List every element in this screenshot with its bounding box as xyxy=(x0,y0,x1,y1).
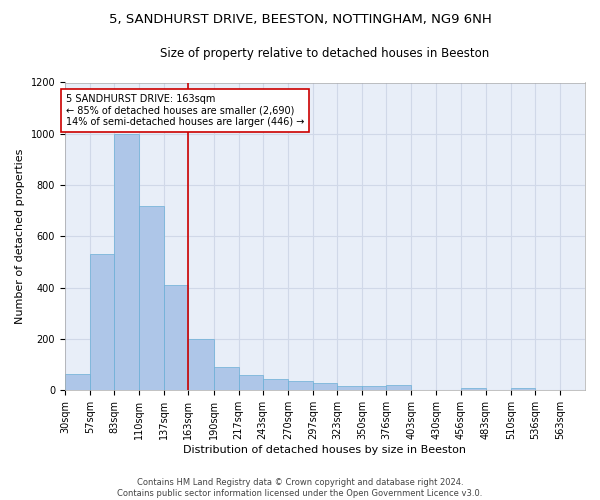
Bar xyxy=(337,386,362,390)
Bar xyxy=(65,374,90,390)
Bar xyxy=(461,388,485,390)
Text: 5, SANDHURST DRIVE, BEESTON, NOTTINGHAM, NG9 6NH: 5, SANDHURST DRIVE, BEESTON, NOTTINGHAM,… xyxy=(109,12,491,26)
Bar xyxy=(386,385,412,390)
Bar xyxy=(188,339,214,390)
Bar xyxy=(362,386,386,390)
Bar xyxy=(288,382,313,390)
X-axis label: Distribution of detached houses by size in Beeston: Distribution of detached houses by size … xyxy=(184,445,466,455)
Title: Size of property relative to detached houses in Beeston: Size of property relative to detached ho… xyxy=(160,48,490,60)
Bar xyxy=(114,134,139,390)
Bar xyxy=(239,375,263,390)
Bar xyxy=(139,206,164,390)
Bar xyxy=(313,382,337,390)
Text: 5 SANDHURST DRIVE: 163sqm
← 85% of detached houses are smaller (2,690)
14% of se: 5 SANDHURST DRIVE: 163sqm ← 85% of detac… xyxy=(66,94,304,127)
Bar xyxy=(164,285,188,391)
Bar xyxy=(511,388,535,390)
Bar xyxy=(214,368,239,390)
Bar xyxy=(90,254,114,390)
Y-axis label: Number of detached properties: Number of detached properties xyxy=(15,148,25,324)
Bar xyxy=(263,379,288,390)
Text: Contains HM Land Registry data © Crown copyright and database right 2024.
Contai: Contains HM Land Registry data © Crown c… xyxy=(118,478,482,498)
